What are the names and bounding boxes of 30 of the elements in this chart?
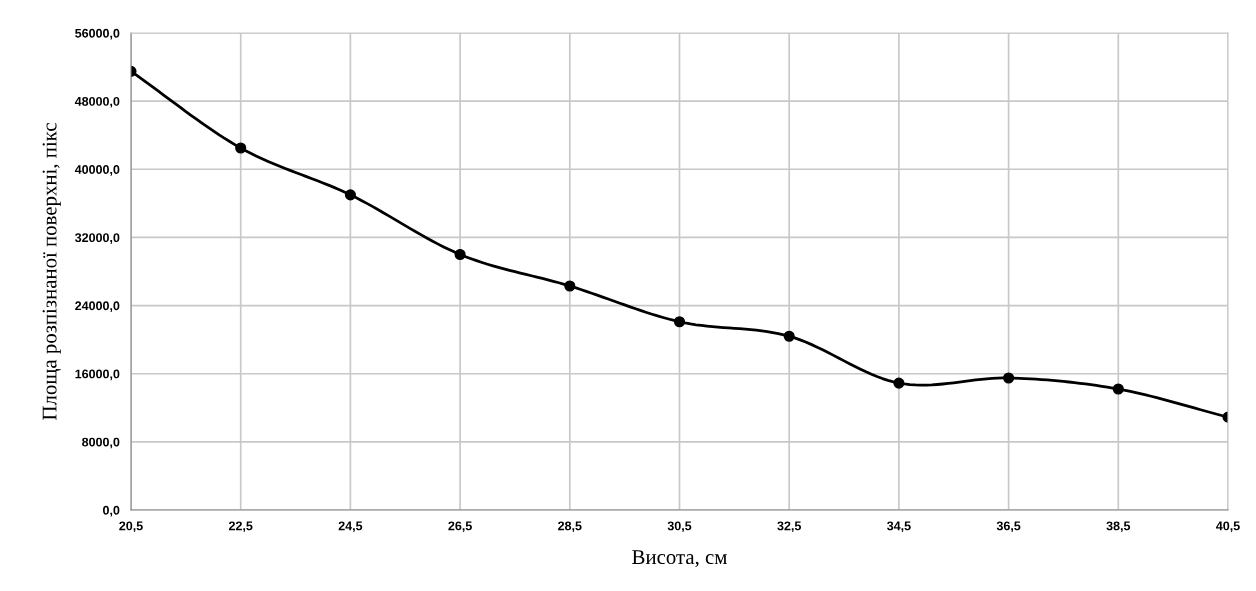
point — [344, 189, 356, 201]
x-axis-title: Висота, см — [632, 550, 727, 568]
x-tick-label: 30,5 — [667, 521, 692, 533]
x-tick-label: 26,5 — [448, 521, 472, 533]
point — [454, 248, 466, 261]
y-tick-label: 56000,0 — [75, 28, 120, 40]
y-tick-label: 32000,0 — [75, 233, 120, 244]
y-tick-label: 48000,0 — [74, 96, 120, 108]
y-tick-label: 16000,0 — [75, 369, 120, 381]
y-tick-label: 0,0 — [103, 505, 120, 517]
x-tick-label: 38,5 — [1106, 521, 1131, 533]
point — [235, 142, 247, 154]
x-tick-label: 28,5 — [558, 521, 582, 533]
x-tick-label: 24,5 — [338, 521, 363, 533]
x-tick-label: 22,5 — [228, 521, 253, 533]
x-tick-label: 32,5 — [777, 521, 802, 533]
y-tick-label: 8000,0 — [82, 437, 120, 449]
y-tick-label: 40000,0 — [74, 165, 120, 176]
point — [1112, 383, 1124, 395]
x-tick-label: 20,5 — [119, 521, 143, 533]
point — [893, 377, 905, 389]
point — [673, 316, 686, 328]
x-tick-label: 40,5 — [1216, 521, 1240, 533]
point — [564, 280, 576, 292]
y-tick-label: 24000,0 — [75, 301, 120, 313]
y-axis-title: Площа розпізнаної поверхні, пікс — [42, 123, 61, 420]
x-tick-label: 34,5 — [887, 521, 911, 533]
point — [783, 330, 795, 342]
point — [1003, 372, 1015, 384]
x-tick-label: 36,5 — [996, 521, 1021, 533]
